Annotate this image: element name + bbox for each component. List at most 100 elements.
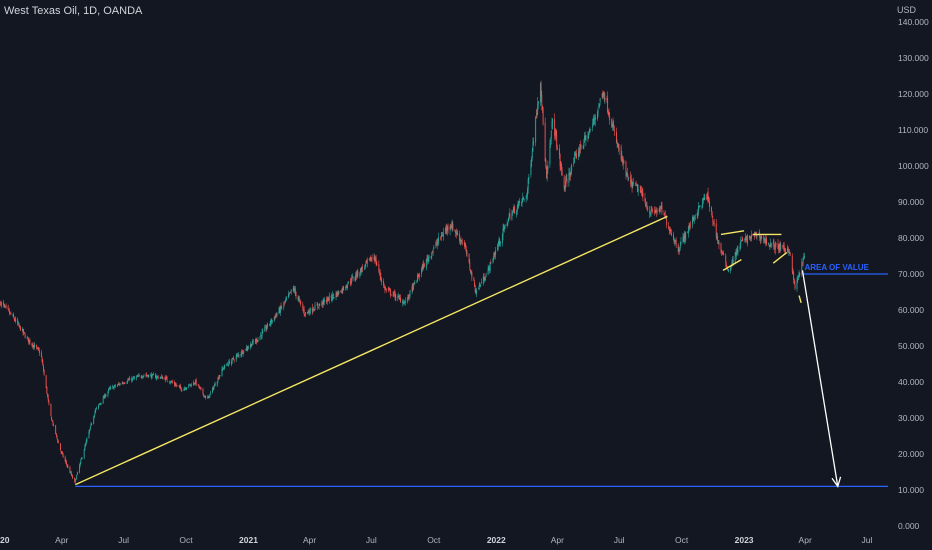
candle-body xyxy=(694,217,695,219)
candle-body xyxy=(290,289,292,293)
x-tick-label: Apr xyxy=(55,535,68,545)
candle-body xyxy=(465,247,467,249)
candle-body xyxy=(4,306,6,307)
candle-body xyxy=(531,151,533,158)
candle-body xyxy=(335,293,337,298)
candle-body xyxy=(357,271,359,276)
candle-body xyxy=(109,388,111,389)
candle-body xyxy=(537,103,539,114)
y-tick-label: 120.000 xyxy=(898,89,929,99)
candle-body xyxy=(587,135,589,139)
candle-body xyxy=(463,242,465,245)
candle-body xyxy=(175,384,177,386)
candle-body xyxy=(509,213,511,220)
candle-body xyxy=(261,331,263,337)
candle-body xyxy=(316,304,318,306)
candle-body xyxy=(409,290,411,296)
candle-body xyxy=(121,383,123,385)
candle-body xyxy=(432,249,434,253)
candle-body xyxy=(356,270,358,277)
candle-body xyxy=(747,235,748,244)
candle-body xyxy=(622,160,624,165)
candle-body xyxy=(520,202,522,204)
candle-body xyxy=(90,423,92,426)
candle-body xyxy=(565,180,566,189)
y-tick-label: 70.000 xyxy=(898,269,924,279)
candle-body xyxy=(341,288,343,293)
candle-body xyxy=(651,210,653,212)
candle-body xyxy=(307,311,308,314)
candle-body xyxy=(256,340,258,342)
candle-body xyxy=(74,479,76,483)
candle-body xyxy=(440,235,442,238)
candle-body xyxy=(99,403,101,405)
candle-body xyxy=(47,395,49,401)
candle-body xyxy=(506,223,508,226)
candle-body xyxy=(651,208,653,212)
candle-body xyxy=(183,388,185,391)
candle-body xyxy=(0,302,2,306)
candle-body xyxy=(359,272,361,277)
candle-body xyxy=(345,287,347,288)
candle-body xyxy=(734,252,736,264)
candle-body xyxy=(170,381,172,383)
candle-body xyxy=(656,209,657,213)
candle-body xyxy=(160,376,162,379)
candle-body xyxy=(613,124,615,131)
candle-body xyxy=(369,257,371,260)
candle-body xyxy=(195,379,197,385)
candle-body xyxy=(305,312,306,315)
candle-body xyxy=(383,285,385,288)
candle-body xyxy=(663,213,665,215)
candle-body xyxy=(198,385,200,388)
candle-body xyxy=(169,381,171,383)
price-axis: 140.000 130.000 120.000 110.000 100.000 90.00… xyxy=(898,17,929,531)
candle-body xyxy=(584,135,585,142)
candle-body xyxy=(3,305,5,306)
candle-body xyxy=(36,347,38,349)
candle-body xyxy=(341,291,342,293)
candle-body xyxy=(626,172,628,175)
candle-body xyxy=(787,247,789,253)
candle-body xyxy=(404,300,406,304)
candle-body xyxy=(501,235,503,243)
projection-arrow xyxy=(801,270,839,487)
candle-body xyxy=(750,236,752,239)
candle-body xyxy=(387,288,389,290)
candle-body xyxy=(499,241,501,244)
candle-body xyxy=(304,314,306,316)
candle-body xyxy=(131,378,133,381)
x-tick-label: Apr xyxy=(303,535,316,545)
candle-body xyxy=(525,198,527,200)
candle-body xyxy=(411,286,413,291)
candle-body xyxy=(687,232,689,234)
candle-body xyxy=(114,385,116,387)
candle-body xyxy=(783,244,785,249)
candle-body xyxy=(166,377,168,381)
candle-body xyxy=(223,367,225,369)
candle-body xyxy=(138,375,139,377)
candle-body xyxy=(603,91,604,97)
candle-body xyxy=(708,201,710,208)
candle-body xyxy=(573,156,575,163)
candle-body xyxy=(302,304,304,310)
candle-body xyxy=(480,284,482,286)
area-of-value-label: AREA OF VALUE xyxy=(804,263,869,272)
candle-body xyxy=(508,214,510,217)
candle-body xyxy=(251,344,253,347)
candle-body xyxy=(212,387,214,390)
candle-body xyxy=(632,182,634,187)
candle-body xyxy=(635,183,637,187)
candle-body xyxy=(17,319,19,324)
candle-body xyxy=(427,257,429,262)
candle-body xyxy=(596,111,598,119)
candle-body xyxy=(267,323,268,328)
candle-body xyxy=(679,244,681,248)
candle-body xyxy=(83,449,85,459)
candle-body xyxy=(288,293,289,298)
candle-body xyxy=(570,170,572,175)
candle-body xyxy=(612,123,614,126)
candle-body xyxy=(226,364,228,366)
candle-body xyxy=(76,475,78,479)
